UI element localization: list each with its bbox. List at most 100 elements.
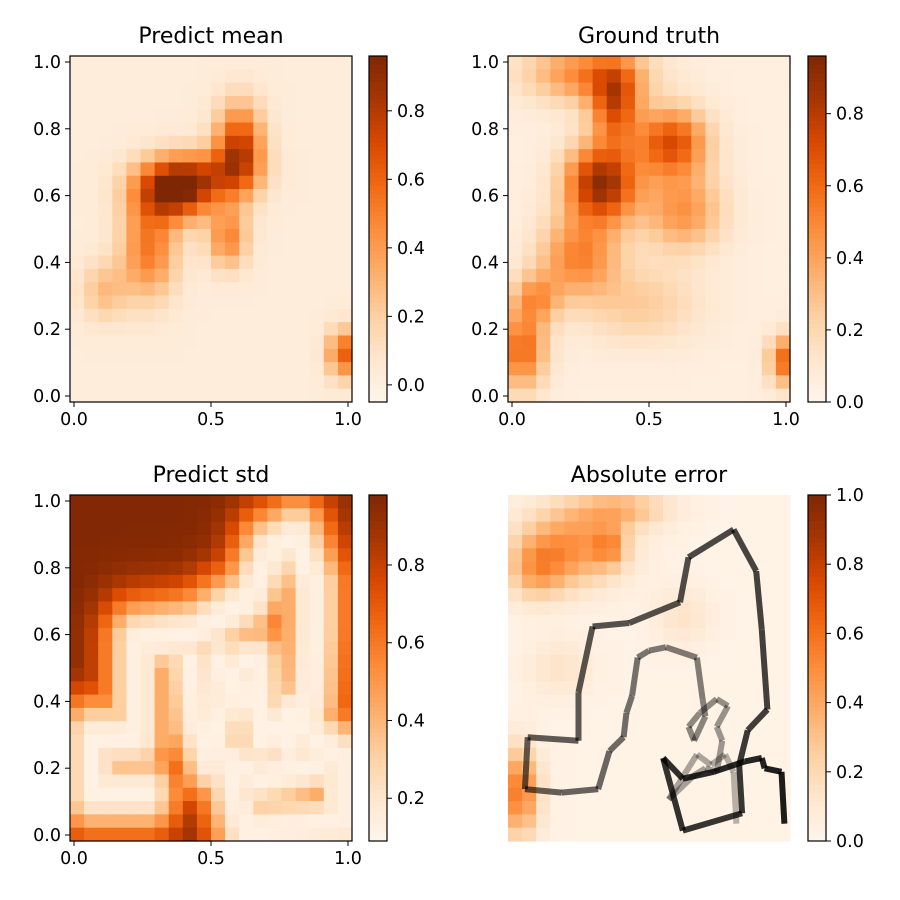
heatmap-cell [691, 561, 706, 576]
heatmap-cell [508, 268, 523, 283]
heatmap-cell [295, 162, 311, 177]
heatmap-cell [225, 495, 240, 509]
colorbar-segment [808, 376, 826, 381]
heatmap-cell [733, 348, 749, 363]
heatmap-cell [323, 149, 339, 164]
heatmap-cell [281, 229, 297, 243]
heatmap-cell [337, 601, 353, 616]
heatmap-cell [663, 375, 678, 390]
heatmap-cell [550, 322, 565, 337]
colorbar-segment [808, 371, 826, 377]
colorbar-segment [808, 732, 826, 738]
heatmap-cell [522, 534, 537, 549]
heatmap-cell [337, 707, 353, 722]
heatmap-cell [522, 229, 537, 243]
heatmap-cell [168, 282, 184, 297]
heatmap-cell [168, 322, 184, 337]
heatmap-cell [295, 282, 311, 297]
colorbar-segment [369, 598, 387, 604]
heatmap-cell [705, 734, 721, 749]
heatmap-cell [775, 668, 791, 682]
heatmap-cell [663, 561, 678, 576]
heatmap-cell [295, 495, 311, 509]
heatmap-cell [295, 229, 311, 243]
y-tick-label: 0.2 [33, 759, 61, 779]
heatmap-cell [267, 495, 283, 509]
heatmap-cell [323, 308, 339, 323]
heatmap-cell [508, 255, 523, 270]
trajectory-segment [699, 698, 709, 717]
heatmap-cell [620, 282, 636, 297]
heatmap-cell [592, 681, 608, 696]
heatmap-cell [564, 721, 580, 736]
heatmap-cell [536, 69, 551, 84]
heatmap-cell [536, 574, 551, 589]
colorbar-segment [369, 611, 387, 617]
heatmap-cell [578, 814, 594, 829]
heatmap-cell [761, 242, 777, 257]
heatmap-cell [196, 734, 212, 749]
y-ticks: 0.00.20.40.60.81.0 [471, 53, 508, 407]
colorbar-segment [369, 512, 387, 518]
heatmap-cell [663, 82, 678, 97]
heatmap-cell [677, 175, 692, 190]
heatmap-cell [649, 761, 664, 776]
colorbar-segment [369, 555, 387, 561]
heatmap-cell [182, 215, 198, 230]
heatmap-cell [253, 322, 268, 337]
heatmap-cell [126, 548, 142, 563]
heatmap-cell [168, 614, 184, 629]
heatmap-cell [281, 734, 297, 749]
heatmap-cell [606, 681, 622, 696]
colorbar-segment [369, 706, 387, 712]
heatmap-cell [225, 827, 240, 842]
heatmap-cell [564, 508, 580, 523]
heatmap-cell [154, 681, 170, 696]
heatmap-cell [649, 574, 664, 589]
colorbar-segment [369, 306, 387, 312]
heatmap-cell [281, 56, 297, 70]
heatmap-cell [337, 694, 353, 709]
heatmap-cell [677, 202, 692, 217]
heatmap-cell [196, 694, 212, 709]
heatmap-cell [747, 282, 763, 297]
colorbar-segment [369, 780, 387, 786]
heatmap-cell [196, 548, 212, 563]
heatmap-cell [211, 521, 226, 536]
heatmap-cell [634, 242, 650, 257]
heatmap-cell [719, 734, 735, 749]
heatmap-cell [705, 601, 721, 616]
heatmap-cell [508, 534, 523, 549]
heatmap-cell [168, 588, 184, 603]
heatmap-cell [295, 56, 311, 70]
heatmap-cell [705, 322, 721, 337]
heatmap-cell [168, 548, 184, 563]
heatmap-cell [592, 56, 608, 70]
colorbar-tick-label: 0.6 [836, 624, 864, 644]
colorbar-segment [369, 564, 387, 570]
heatmap-cell [267, 654, 283, 669]
heatmap-cell [620, 149, 636, 164]
heatmap-cell [225, 282, 240, 297]
heatmap-cell [225, 747, 240, 762]
heatmap-cell [84, 122, 99, 137]
heatmap-cell [253, 135, 268, 150]
heatmap-cell [606, 534, 622, 549]
heatmap-cell [112, 122, 127, 137]
heatmap-cell [140, 322, 156, 337]
colorbar-segment [369, 724, 387, 730]
heatmap-cell [196, 375, 212, 390]
heatmap-cell [84, 641, 99, 656]
heatmap-cell [323, 654, 339, 669]
heatmap-cell [154, 747, 170, 762]
heatmap-cell [112, 348, 127, 363]
heatmap-cell [182, 69, 198, 84]
heatmap-cell [663, 521, 678, 536]
colorbar-segment [808, 250, 826, 256]
heatmap-cell [775, 548, 791, 563]
heatmap-cell [663, 508, 678, 523]
heatmap-cell [705, 348, 721, 363]
heatmap-cell [719, 135, 735, 150]
heatmap-cell [196, 82, 212, 97]
heatmap-cell [84, 681, 99, 696]
